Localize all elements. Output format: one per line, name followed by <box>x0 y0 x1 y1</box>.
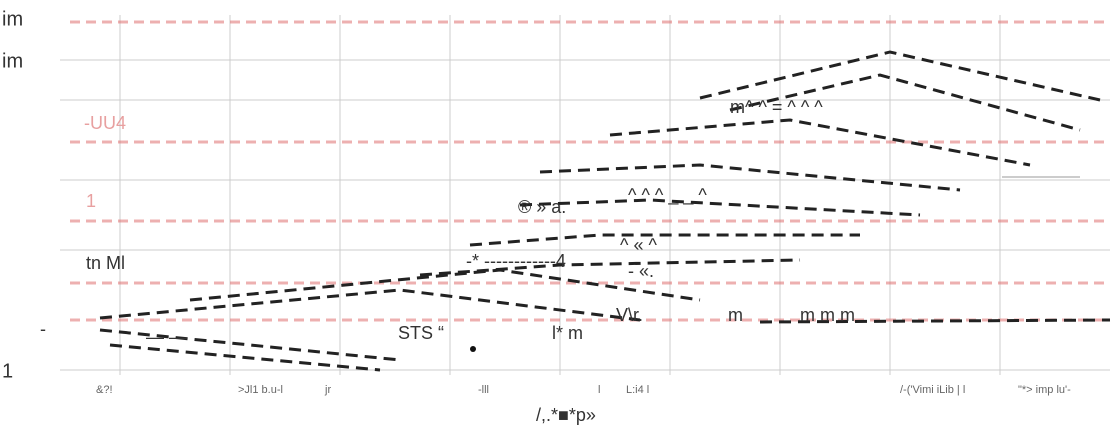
axis-label: im <box>2 8 23 30</box>
dot <box>470 346 476 352</box>
annotation: - «. <box>628 261 654 281</box>
annotation: ® » a. <box>518 197 566 217</box>
bottom-label: jr <box>324 384 331 396</box>
annotation: m^ ^ = ^ ^ ^ <box>730 97 823 117</box>
grid <box>60 15 1110 375</box>
annotation: STS “ <box>398 323 444 343</box>
axis-label: -UU4 <box>84 113 126 133</box>
axis-label: 1 <box>86 191 96 211</box>
annotation: m <box>728 305 743 325</box>
footer: /,.*■*p» <box>536 405 596 425</box>
bottom-label: >Jl1 b.u-l <box>238 384 283 396</box>
axis-label: - <box>40 319 46 339</box>
bottom-label: &?! <box>96 384 113 396</box>
annotation: V\r. <box>616 305 643 325</box>
bottom-label: /-('Vimi iLib | l <box>900 384 965 396</box>
axis-label: tn Ml <box>86 253 125 273</box>
annotation: -* ------------4 <box>466 251 566 271</box>
bottom-label: -lll <box>478 384 489 396</box>
annotation: l* m <box>552 323 583 343</box>
annotation: ^ ^ ^ _ _ ^ <box>628 185 707 206</box>
bottom-label: L:i4 l <box>626 384 649 396</box>
annotation: ^ « ^ <box>620 235 657 255</box>
annotation: m m m <box>800 305 855 325</box>
bottom-label: "*> imp lu'- <box>1018 384 1071 396</box>
axis-label: 1 <box>2 360 13 382</box>
axis-label: im <box>2 50 23 72</box>
dashed-curves <box>99 50 1111 372</box>
annotation: — — <box>146 327 187 347</box>
bottom-label: l <box>598 384 600 396</box>
